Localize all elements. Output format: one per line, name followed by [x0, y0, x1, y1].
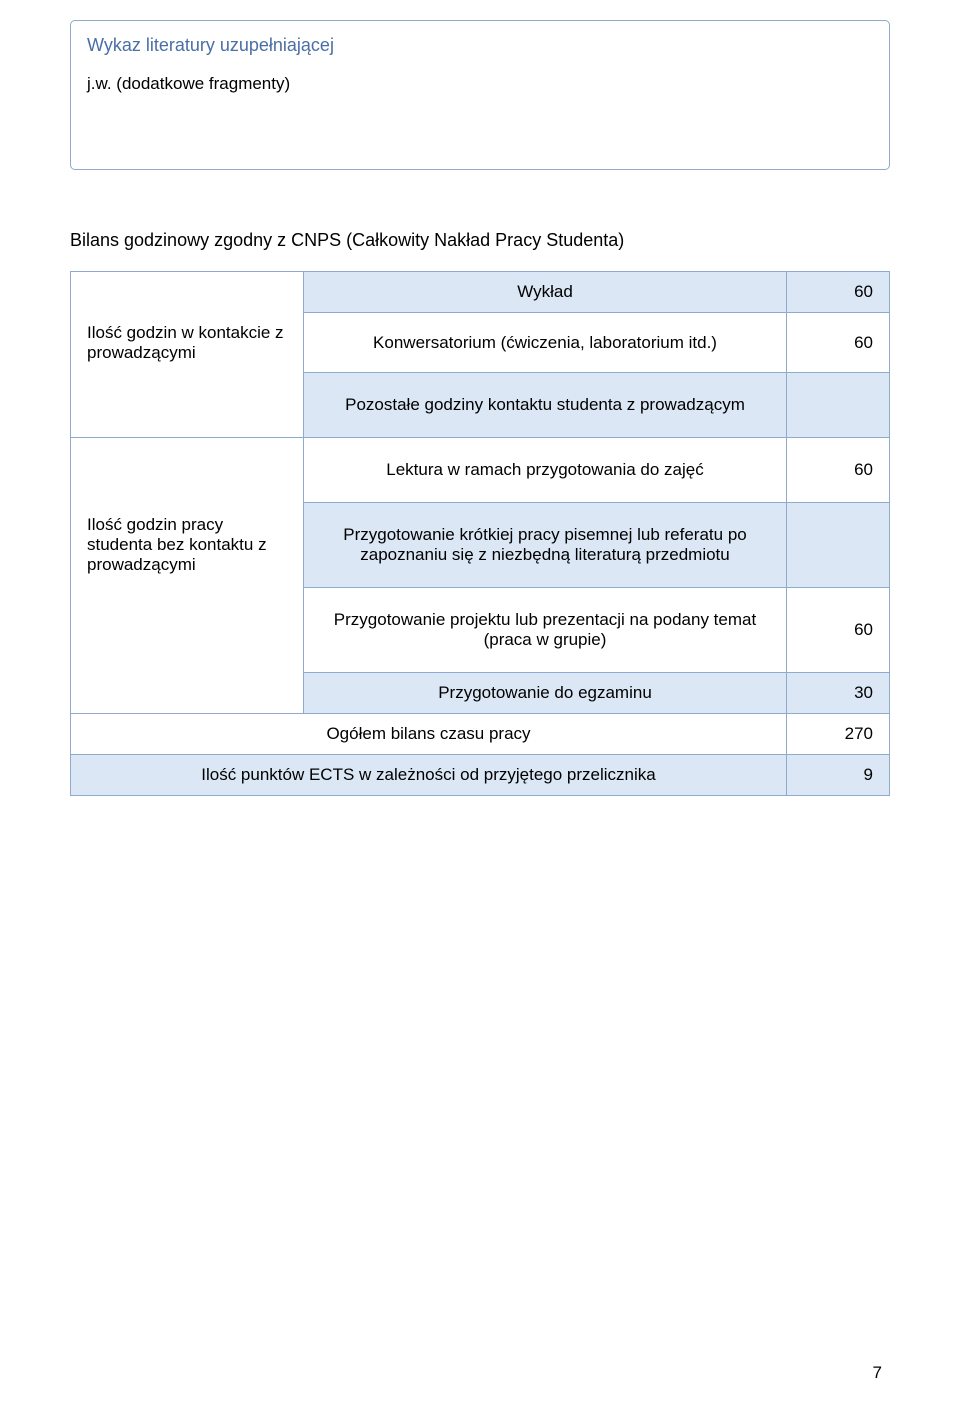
row-lecture-label: Wykład: [304, 272, 787, 313]
balance-table: Wykład 60 Ilość godzin w kontakcie z pro…: [70, 271, 890, 796]
row-shortpaper-label: Przygotowanie krótkiej pracy pisemnej lu…: [304, 503, 787, 588]
literature-box: Wykaz literatury uzupełniającej j.w. (do…: [70, 20, 890, 170]
row-remaining-label: Pozostałe godziny kontaktu studenta z pr…: [304, 373, 787, 438]
contact-label-cell-top: [71, 272, 304, 313]
row-ects-label: Ilość punktów ECTS w zależności od przyj…: [71, 755, 787, 796]
fragments-note: j.w. (dodatkowe fragmenty): [87, 74, 873, 94]
row-exam-label: Przygotowanie do egzaminu: [304, 673, 787, 714]
page-number: 7: [873, 1363, 882, 1383]
row-total-value: 270: [787, 714, 890, 755]
row-total-label: Ogółem bilans czasu pracy: [71, 714, 787, 755]
row-project-value: 60: [787, 588, 890, 673]
contact-label-cell-bot: [71, 373, 304, 438]
row-shortpaper-value: [787, 503, 890, 588]
row-ects-value: 9: [787, 755, 890, 796]
row-project-label: Przygotowanie projektu lub prezentacji n…: [304, 588, 787, 673]
row-remaining-value: [787, 373, 890, 438]
row-reading-value: 60: [787, 438, 890, 503]
nocontact-label-cell-mid1: Ilość godzin pracy studenta bez kontaktu…: [71, 503, 304, 588]
nocontact-label-cell-mid2: [71, 588, 304, 673]
row-konw-label: Konwersatorium (ćwiczenia, laboratorium …: [304, 313, 787, 373]
row-konw-value: 60: [787, 313, 890, 373]
nocontact-label-cell-bot: [71, 673, 304, 714]
balance-title: Bilans godzinowy zgodny z CNPS (Całkowit…: [70, 230, 890, 251]
contact-label-cell-mid: Ilość godzin w kontakcie z prowadzącymi: [71, 313, 304, 373]
row-lecture-value: 60: [787, 272, 890, 313]
row-reading-label: Lektura w ramach przygotowania do zajęć: [304, 438, 787, 503]
nocontact-label-cell-top: [71, 438, 304, 503]
row-exam-value: 30: [787, 673, 890, 714]
literature-heading: Wykaz literatury uzupełniającej: [87, 35, 873, 56]
